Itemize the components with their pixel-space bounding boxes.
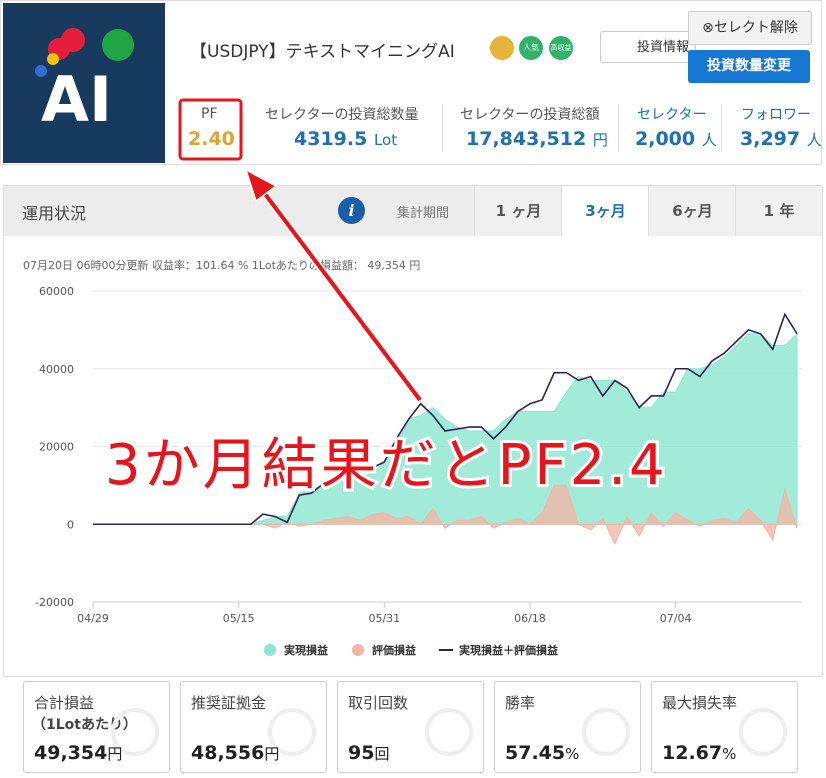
- card-label: 推奨証拠金: [191, 694, 267, 712]
- y-tick-label: -20000: [35, 596, 74, 609]
- period-tab[interactable]: 1 ヶ月: [474, 186, 562, 236]
- unit: 人: [806, 131, 822, 149]
- unit: Lot: [373, 131, 398, 149]
- stat-value: 2.40: [188, 128, 235, 150]
- logo: AI: [3, 3, 165, 163]
- legend-label: 評価損益: [372, 643, 416, 657]
- x-tick-label: 05/15: [223, 612, 255, 625]
- badge: [490, 36, 514, 60]
- value: 12.67: [662, 742, 723, 764]
- card-icon: [425, 708, 473, 756]
- unit: %: [565, 745, 580, 763]
- stat-value: 4319.5 Lot: [294, 128, 397, 150]
- card-value: 48,556円: [191, 742, 279, 764]
- stat-value: 17,843,512 円: [466, 128, 608, 150]
- summary-card: 勝率 57.45%: [494, 681, 641, 773]
- card-icon: [111, 708, 159, 756]
- divider: [442, 104, 443, 152]
- value: 48,556: [191, 742, 265, 764]
- stat-label: セレクターの投資総額: [460, 107, 600, 123]
- summary-card: 最大損失率 12.67%: [651, 681, 798, 773]
- highlight-box: [178, 98, 243, 161]
- deselect-button[interactable]: ⊗セレクト解除: [688, 11, 812, 45]
- card-icon: [268, 708, 316, 756]
- value: 3,297: [740, 128, 801, 150]
- period-tab[interactable]: 3ヶ月: [561, 186, 649, 236]
- badge: 高収益: [549, 36, 573, 60]
- unit: %: [722, 745, 737, 763]
- x-tick-label: 06/18: [514, 612, 546, 625]
- card-value: 49,354円: [34, 742, 122, 764]
- stat-label: フォロワー: [741, 107, 811, 123]
- summary-card: 推奨証拠金 48,556円: [180, 681, 327, 773]
- line: [93, 312, 798, 526]
- card-label: 勝率: [505, 694, 536, 712]
- legend-label: 実現損益: [284, 643, 328, 657]
- button-label: 投資情報: [636, 40, 689, 55]
- y-tick-label: 60000: [39, 285, 74, 298]
- unit: 円: [264, 745, 280, 763]
- arrow-head: [244, 168, 278, 203]
- card-icon: [582, 708, 630, 756]
- annotation-text: 3か月結果だとPF2.4: [105, 433, 668, 498]
- value: 2,000: [635, 128, 696, 150]
- y-tick-label: 0: [67, 518, 74, 531]
- value: 57.45: [505, 742, 566, 764]
- period-tab[interactable]: 6ヶ月: [648, 186, 736, 236]
- stat-label: セレクター: [637, 107, 707, 123]
- stat-value: 3,297 人: [740, 128, 822, 150]
- info-button[interactable]: 投資情報: [600, 31, 696, 63]
- card-label: 最大損失率: [662, 694, 738, 712]
- unit: 円: [592, 131, 608, 149]
- unit: 人: [701, 131, 717, 149]
- panel: [3, 185, 823, 677]
- value: 4319.5: [294, 128, 368, 150]
- logo-icon: [35, 28, 134, 77]
- y-tick-label: 40000: [39, 363, 74, 376]
- header-card: [0, 0, 822, 165]
- card-value: 12.67%: [662, 742, 736, 764]
- stat-value: 2,000 人: [635, 128, 717, 150]
- stat-label: セレクターの投資総数量: [265, 107, 419, 123]
- divider: [721, 104, 722, 152]
- x-tick-label: 04/29: [77, 612, 109, 625]
- legend-swatch: [352, 644, 364, 656]
- y-tick-label: 20000: [39, 441, 74, 454]
- divider: [618, 104, 619, 152]
- period-tab[interactable]: 1 年: [735, 186, 822, 236]
- card-value: 95回: [348, 742, 389, 764]
- title: 【USDJPY】テキストマイニングAI: [190, 42, 455, 62]
- badge: 人気: [519, 36, 543, 60]
- logo-text: AI: [41, 63, 113, 136]
- card-sublabel: （1Lotあたり）: [32, 717, 137, 733]
- card-label: 取引回数: [348, 694, 409, 712]
- panel-title: 運用状況: [22, 204, 87, 223]
- card-label: 合計損益: [34, 694, 95, 712]
- card-icon: [739, 708, 787, 756]
- x-tick-label: 05/31: [368, 612, 400, 625]
- value: 49,354: [34, 742, 108, 764]
- unit: 回: [374, 745, 390, 763]
- x-tick-label: 07/04: [660, 612, 692, 625]
- legend-swatch: [264, 644, 276, 656]
- value: 17,843,512: [466, 128, 587, 150]
- legend-label: 実現損益＋評価損益: [459, 643, 558, 657]
- summary-card: 合計損益 （1Lotあたり） 49,354円: [23, 681, 170, 773]
- arrow: [260, 188, 422, 402]
- change-button[interactable]: 投資数量変更: [688, 50, 810, 83]
- unit: 円: [107, 745, 123, 763]
- panel-header: [4, 186, 474, 236]
- period-label: 集計期間: [397, 206, 450, 221]
- info-icon[interactable]: i: [338, 197, 365, 224]
- stat-label: PF: [201, 106, 218, 122]
- button-label: セレクト解除: [713, 20, 798, 36]
- value: 95: [348, 742, 375, 764]
- card-value: 57.45%: [505, 742, 579, 764]
- summary-card: 取引回数 95回: [337, 681, 484, 773]
